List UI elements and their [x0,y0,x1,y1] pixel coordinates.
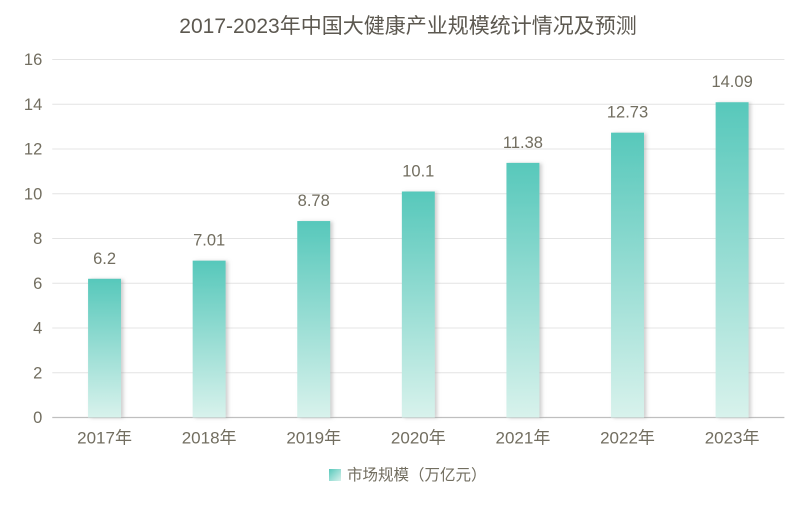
svg-text:0: 0 [33,409,42,427]
svg-text:2023年: 2023年 [705,429,760,448]
svg-text:14.09: 14.09 [711,73,752,91]
svg-text:2018年: 2018年 [182,429,237,448]
svg-text:2019年: 2019年 [286,429,341,448]
svg-text:2022年: 2022年 [600,429,655,448]
svg-text:2017年: 2017年 [77,429,132,448]
svg-text:10: 10 [24,185,42,203]
svg-text:2: 2 [33,364,42,382]
svg-text:7.01: 7.01 [193,232,225,250]
svg-text:市场规模（万亿元）: 市场规模（万亿元） [347,466,487,484]
svg-text:10.1: 10.1 [402,163,434,181]
svg-text:8.78: 8.78 [298,192,330,210]
svg-text:6.2: 6.2 [93,250,116,268]
svg-text:2020年: 2020年 [391,429,446,448]
svg-text:11.38: 11.38 [503,134,543,152]
svg-text:16: 16 [24,51,42,69]
svg-text:2021年: 2021年 [496,429,551,448]
svg-text:12: 12 [24,141,42,159]
svg-text:12.73: 12.73 [607,104,648,122]
svg-text:8: 8 [33,230,42,248]
svg-text:4: 4 [33,320,42,338]
svg-text:14: 14 [24,96,42,114]
svg-text:6: 6 [33,275,42,293]
